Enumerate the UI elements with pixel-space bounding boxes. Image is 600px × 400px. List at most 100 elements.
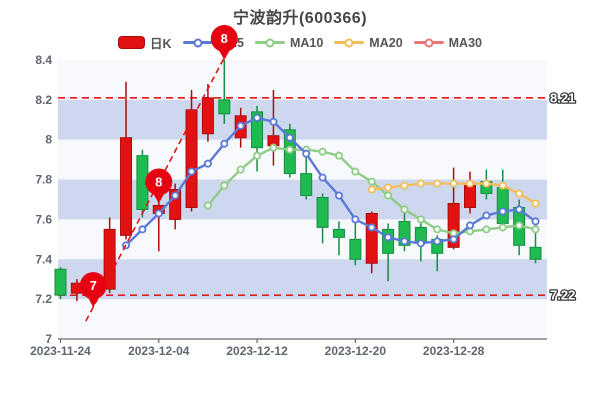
ma-marker — [203, 159, 212, 168]
hline-label: 7.22 — [550, 288, 575, 303]
candle-body — [529, 246, 542, 260]
pin-marker-7[interactable]: 7 — [79, 272, 107, 308]
y-tick-label: 7.4 — [35, 252, 52, 266]
candle[interactable] — [365, 211, 378, 274]
pin-tail — [152, 192, 165, 204]
y-tick-label: 7 — [45, 332, 52, 346]
ma-marker — [220, 139, 229, 148]
candle-body — [464, 185, 476, 208]
candle[interactable] — [332, 221, 345, 256]
ma-marker — [203, 201, 212, 210]
ma-line-icon — [254, 38, 285, 47]
candle-body — [447, 202, 460, 248]
ma-marker — [236, 121, 245, 130]
ma-marker — [253, 113, 262, 122]
ma-marker — [367, 177, 376, 186]
ma-marker — [236, 165, 245, 174]
y-tick-label: 7.2 — [35, 292, 52, 306]
y-tick-label: 8.4 — [35, 53, 52, 67]
candle[interactable] — [218, 60, 231, 124]
legend-label: 日K — [150, 37, 172, 51]
ma-marker — [482, 179, 491, 188]
candle-body — [54, 268, 67, 296]
candle[interactable] — [103, 217, 116, 294]
ma-marker — [138, 225, 147, 234]
ma-marker — [285, 133, 294, 142]
ma-marker — [154, 209, 163, 218]
legend-item-日K[interactable]: 日K — [118, 33, 172, 52]
candle[interactable] — [185, 89, 198, 212]
candle-body — [201, 97, 214, 135]
ma-marker — [187, 167, 196, 176]
ma-marker — [498, 223, 507, 232]
pin-marker-8[interactable]: 8 — [210, 25, 238, 60]
ma-marker — [351, 215, 360, 224]
candle-body — [251, 111, 264, 149]
ma-marker — [465, 179, 474, 188]
ma-marker — [400, 237, 409, 246]
chart-legend: 日KMA5MA10MA20MA30 — [0, 33, 600, 52]
ma-marker — [285, 145, 294, 154]
candle-body — [414, 226, 427, 242]
pin-balloon — [79, 272, 107, 300]
pin-marker-8[interactable]: 8 — [145, 168, 173, 204]
candle[interactable] — [54, 267, 67, 300]
legend-item-MA10[interactable]: MA10 — [254, 35, 324, 50]
candle-body — [169, 189, 182, 220]
ma-marker — [269, 117, 278, 126]
candle[interactable] — [120, 81, 133, 240]
legend-item-MA30[interactable]: MA30 — [413, 35, 482, 50]
ma-marker — [416, 239, 425, 248]
ma-line-ma20 — [367, 179, 540, 208]
ma-marker — [498, 181, 507, 190]
candle-body — [332, 228, 345, 238]
ma-marker — [482, 211, 491, 220]
ma-line-ma5 — [122, 113, 540, 250]
legend-label: MA10 — [289, 35, 324, 50]
ma-line-ma10 — [203, 143, 540, 238]
candle[interactable] — [349, 219, 362, 266]
ma-marker — [416, 179, 425, 188]
ma-marker — [367, 185, 376, 194]
legend-label: MA30 — [448, 35, 482, 50]
candle[interactable] — [201, 83, 214, 142]
candle-body — [120, 137, 133, 236]
ma-marker — [416, 215, 425, 224]
ma-marker — [220, 181, 229, 190]
ma-marker — [384, 191, 393, 200]
ma-marker — [433, 179, 442, 188]
pin-tail — [87, 296, 100, 308]
ma-marker — [515, 205, 524, 214]
pin-label: 7 — [90, 278, 97, 293]
ma-marker — [400, 181, 409, 190]
candle[interactable] — [169, 183, 182, 230]
ma-marker — [531, 199, 540, 208]
ma-marker — [531, 217, 540, 226]
x-tick-label: 2023-12-28 — [423, 344, 485, 358]
pin-balloon — [145, 168, 173, 196]
ma-marker — [433, 237, 442, 246]
candle[interactable] — [316, 193, 329, 244]
ma-marker — [482, 225, 491, 234]
ma-marker — [449, 235, 458, 244]
y-tick-label: 8.2 — [35, 93, 52, 107]
ma-marker — [253, 151, 262, 160]
ma-marker — [465, 221, 474, 230]
legend-item-MA20[interactable]: MA20 — [334, 35, 403, 50]
ma-line-icon — [334, 38, 365, 47]
legend-label: MA20 — [369, 35, 403, 50]
ma-marker — [351, 167, 360, 176]
ma-marker — [515, 221, 524, 230]
candle-body — [218, 99, 231, 115]
candle[interactable] — [300, 155, 313, 200]
ma-line-icon — [413, 38, 444, 47]
candle-body — [496, 187, 509, 224]
ma-marker — [302, 149, 311, 158]
pin-label: 8 — [155, 174, 162, 189]
candle-swatch-icon — [118, 36, 146, 49]
background-band — [58, 99, 547, 140]
ma-marker — [171, 191, 180, 200]
pin-label: 8 — [221, 31, 228, 46]
candle-body — [316, 197, 329, 228]
